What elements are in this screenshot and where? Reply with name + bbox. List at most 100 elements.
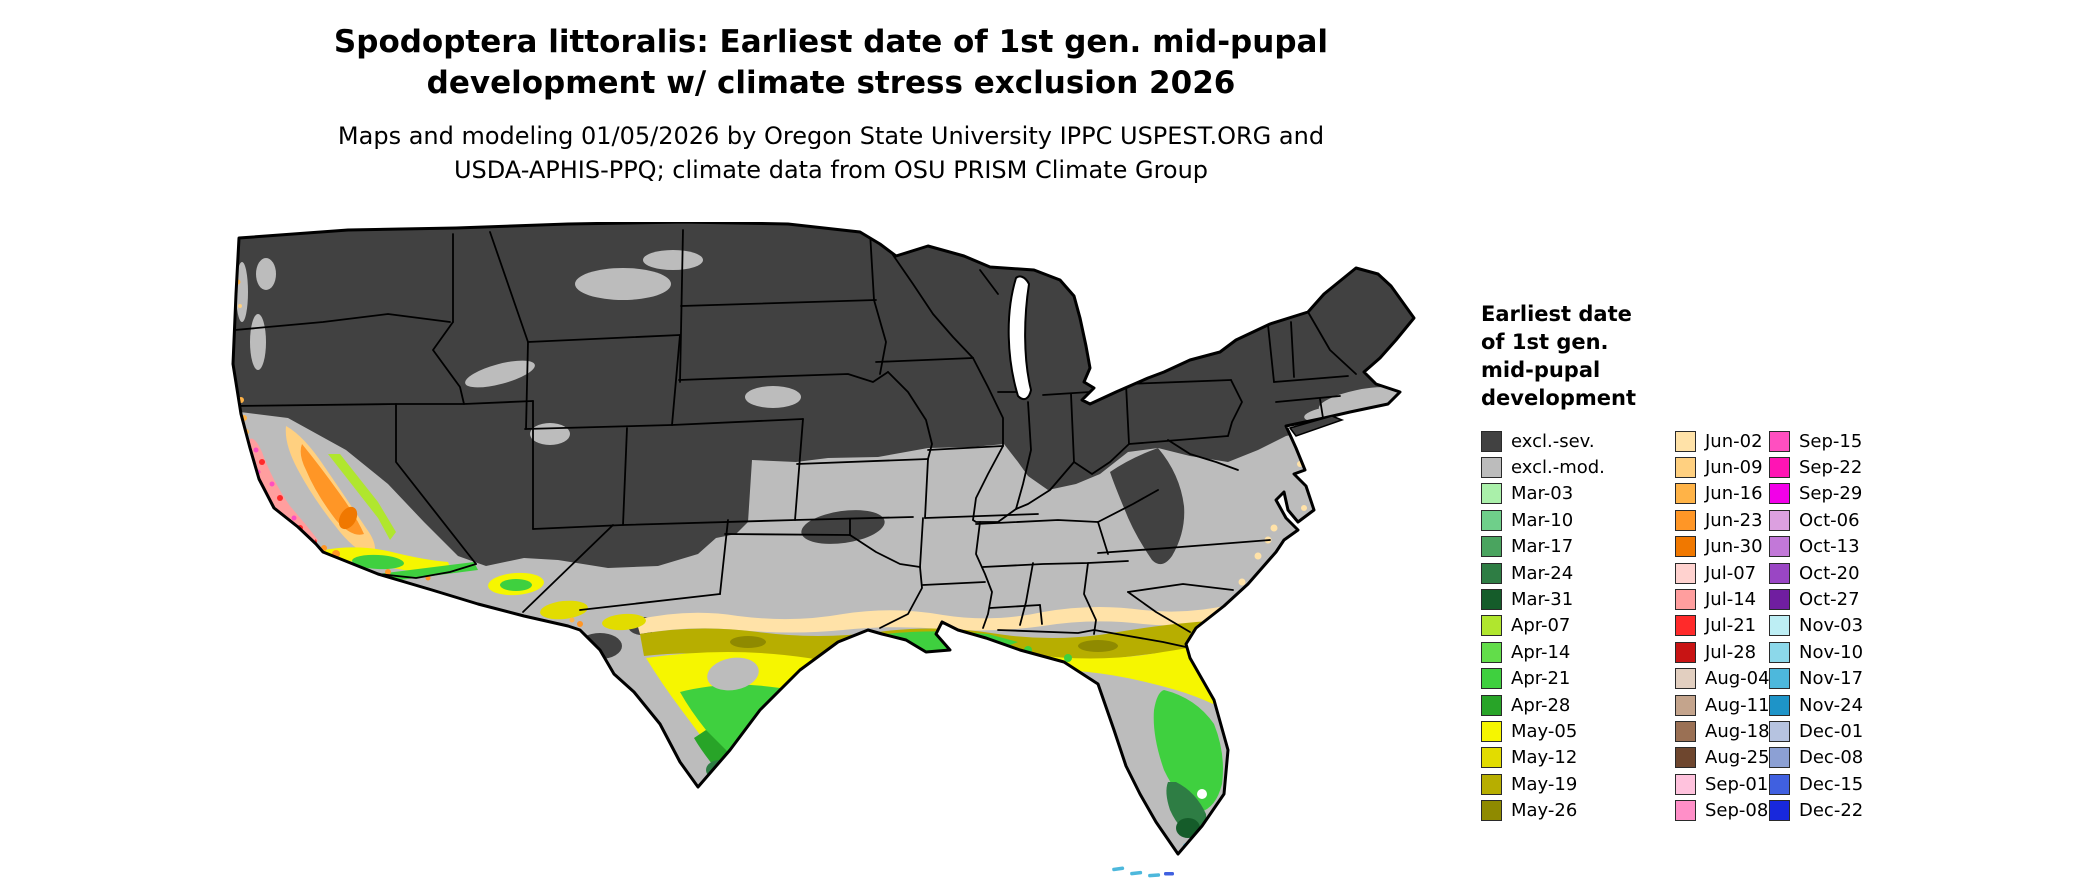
legend-swatch <box>1769 668 1790 690</box>
legend-item: Mar-17 <box>1481 534 1675 560</box>
legend-title-line4: development <box>1481 386 1636 410</box>
legend-item: Sep-15 <box>1769 428 1863 454</box>
legend-label: Mar-31 <box>1511 589 1574 611</box>
region-socal-green <box>352 554 404 570</box>
legend-swatch <box>1481 615 1502 637</box>
legend-label: Mar-17 <box>1511 536 1574 558</box>
legend-label: Jul-14 <box>1705 589 1757 611</box>
legend-label: Dec-22 <box>1799 800 1864 822</box>
legend-swatch <box>1675 457 1696 479</box>
florida-keys <box>1112 866 1174 878</box>
legend-swatch <box>1675 615 1696 637</box>
legend-label: Apr-28 <box>1511 694 1571 716</box>
legend-item: Sep-29 <box>1769 481 1863 507</box>
legend-label: Jun-09 <box>1705 457 1763 479</box>
legend-label: Mar-10 <box>1511 509 1574 531</box>
legend-swatch <box>1769 615 1790 637</box>
state-borders <box>233 229 1357 648</box>
figure-subtitle: Maps and modeling 01/05/2026 by Oregon S… <box>81 119 1581 187</box>
region-ca-valley-deep <box>338 506 358 530</box>
legend-item: Mar-03 <box>1481 481 1675 507</box>
legend-label: Jun-30 <box>1705 536 1763 558</box>
legend-label: Jul-07 <box>1705 562 1757 584</box>
legend-label: Oct-20 <box>1799 562 1860 584</box>
legend-swatch <box>1769 589 1790 611</box>
region-elpaso-orange2 <box>569 617 575 623</box>
region-sfl-tip <box>1176 818 1200 838</box>
legend-item: Sep-01 <box>1675 771 1769 797</box>
us-map-svg <box>231 222 1416 878</box>
legend-item: Mar-10 <box>1481 507 1675 533</box>
legend-swatch <box>1481 800 1502 822</box>
legend-item: Jun-23 <box>1675 507 1769 533</box>
legend-swatch <box>1675 562 1696 584</box>
page-title-line2: development w/ climate stress exclusion … <box>426 65 1236 101</box>
legend-label: Mar-03 <box>1511 483 1574 505</box>
legend-item: Sep-08 <box>1675 797 1769 823</box>
legend-columns: excl.-sev. excl.-mod. Mar-03 Mar-10 Mar-17 Ma… <box>1481 428 1981 824</box>
legend-label: Nov-24 <box>1799 694 1864 716</box>
legend-label: Dec-08 <box>1799 747 1864 769</box>
legend-column: Sep-15 Sep-22 Sep-29 Oct-06 Oct-13 Oct-20 Oct-… <box>1769 428 1863 824</box>
legend-item: Dec-15 <box>1769 771 1863 797</box>
legend-swatch <box>1769 483 1790 505</box>
legend-item: Apr-28 <box>1481 692 1675 718</box>
legend-swatch <box>1675 747 1696 769</box>
legend-item: Mar-24 <box>1481 560 1675 586</box>
legend-item: May-26 <box>1481 797 1675 823</box>
legend-item: Nov-10 <box>1769 639 1863 665</box>
legend-label: Mar-24 <box>1511 562 1574 584</box>
legend-swatch <box>1769 800 1790 822</box>
region-edwards-gray <box>707 657 759 691</box>
legend-label: Apr-14 <box>1511 641 1571 663</box>
legend-item: Sep-22 <box>1769 454 1863 480</box>
legend-label: Dec-15 <box>1799 773 1864 795</box>
band-jun-tan <box>636 604 1240 634</box>
legend-swatch <box>1481 668 1502 690</box>
legend-label: excl.-sev. <box>1511 430 1595 452</box>
region-yuma-orange <box>385 569 391 575</box>
legend-item: Jul-07 <box>1675 560 1769 586</box>
legend-item: Dec-08 <box>1769 745 1863 771</box>
legend-label: Jun-02 <box>1705 430 1763 452</box>
legend-item: Oct-20 <box>1769 560 1863 586</box>
subtitle-line1: Maps and modeling 01/05/2026 by Oregon S… <box>337 122 1325 150</box>
lake-michigan <box>1007 275 1033 401</box>
long-island <box>1288 415 1345 437</box>
legend-label: Sep-01 <box>1705 773 1769 795</box>
legend-item: excl.-sev. <box>1481 428 1675 454</box>
legend-swatch <box>1481 694 1502 716</box>
legend-title: Earliest date of 1st gen. mid-pupal deve… <box>1481 300 1981 412</box>
legend-swatch <box>1481 430 1502 452</box>
legend-label: Sep-22 <box>1799 457 1863 479</box>
region-sierra-fringe <box>328 454 396 540</box>
region-swnm-yellow <box>602 613 646 631</box>
legend-label: Nov-17 <box>1799 668 1864 690</box>
legend-item: Aug-25 <box>1675 745 1770 771</box>
legend-swatch <box>1481 589 1502 611</box>
map-fill-layer <box>233 222 1414 854</box>
region-phoenix-green <box>500 579 532 591</box>
legend-label: Sep-15 <box>1799 430 1863 452</box>
legend-label: Aug-25 <box>1705 747 1770 769</box>
legend-swatch <box>1675 800 1696 822</box>
region-wtx-dark1 <box>578 633 622 659</box>
legend-item: Aug-11 <box>1675 692 1770 718</box>
legend-swatch <box>1481 773 1502 795</box>
legend-label: Aug-18 <box>1705 720 1770 742</box>
figure-header: Spodoptera littoralis: Earliest date of … <box>81 22 1581 187</box>
legend-item: Oct-27 <box>1769 586 1863 612</box>
legend-title-line2: of 1st gen. <box>1481 330 1609 354</box>
region-ca-coast-pink <box>248 438 318 543</box>
legend-item: Aug-04 <box>1675 666 1770 692</box>
legend-swatch <box>1675 589 1696 611</box>
legend-label: excl.-mod. <box>1511 457 1605 479</box>
subtitle-line2: USDA-APHIS-PPQ; climate data from OSU PR… <box>453 156 1209 184</box>
legend-item: Dec-01 <box>1769 718 1863 744</box>
legend-item: Jun-09 <box>1675 454 1769 480</box>
legend-swatch <box>1769 720 1790 742</box>
legend-item: Oct-13 <box>1769 534 1863 560</box>
legend-item: excl.-mod. <box>1481 454 1675 480</box>
legend-swatch <box>1481 562 1502 584</box>
